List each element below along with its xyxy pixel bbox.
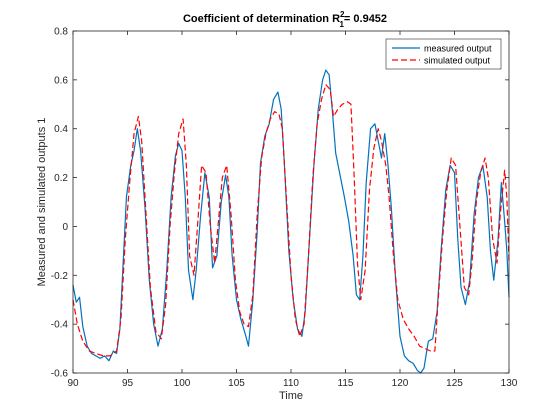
x-tick-label: 95 bbox=[122, 378, 134, 389]
plot-area: 90 95 100 105 110 115 120 125 130 -0.6 -0.4 -0.2 0 0.… bbox=[51, 27, 518, 390]
y-tick-label: -0.6 bbox=[51, 369, 69, 380]
chart-title: Coefficient of determination R2 1= 0.9452 bbox=[183, 10, 387, 29]
legend-label-simulated: simulated output bbox=[424, 56, 491, 66]
x-tick-label: 115 bbox=[338, 378, 354, 389]
x-tick-label: 110 bbox=[283, 378, 299, 389]
series-layer bbox=[72, 69, 510, 374]
chart-title-superscript: 2 bbox=[340, 10, 345, 19]
x-tick-label: 125 bbox=[446, 378, 463, 389]
x-tick-label: 105 bbox=[228, 378, 245, 389]
chart-title-subscript: 1 bbox=[339, 20, 344, 29]
ticks-layer: 90 95 100 105 110 115 120 125 130 -0.6 -0.4 -0.2 0 0.… bbox=[51, 27, 518, 390]
legend: measured output simulated output bbox=[385, 38, 502, 70]
x-tick-label: 100 bbox=[174, 378, 191, 389]
x-tick-label: 90 bbox=[67, 378, 79, 389]
series-line-simulated bbox=[72, 84, 510, 357]
y-tick-label: 0.6 bbox=[54, 75, 68, 86]
x-axis-label: Time bbox=[279, 390, 303, 402]
y-tick-label: 0 bbox=[62, 222, 68, 233]
y-tick-label: -0.2 bbox=[51, 271, 69, 282]
y-tick-label: -0.4 bbox=[51, 320, 69, 331]
y-tick-label: 0.2 bbox=[54, 173, 68, 184]
y-tick-label: 0.8 bbox=[54, 27, 68, 38]
x-tick-label: 120 bbox=[392, 378, 409, 389]
chart-title-value: = 0.9452 bbox=[344, 13, 387, 25]
axes-box bbox=[72, 30, 510, 374]
y-tick-label: 0.4 bbox=[54, 124, 68, 135]
x-tick-label: 130 bbox=[501, 378, 518, 389]
chart-title-main: Coefficient of determination R bbox=[183, 13, 340, 25]
legend-label-measured: measured output bbox=[424, 44, 492, 54]
y-axis-label: Measured and simulated outputs 1 bbox=[36, 118, 48, 287]
legend-box bbox=[385, 38, 502, 70]
axes-background bbox=[73, 31, 509, 373]
